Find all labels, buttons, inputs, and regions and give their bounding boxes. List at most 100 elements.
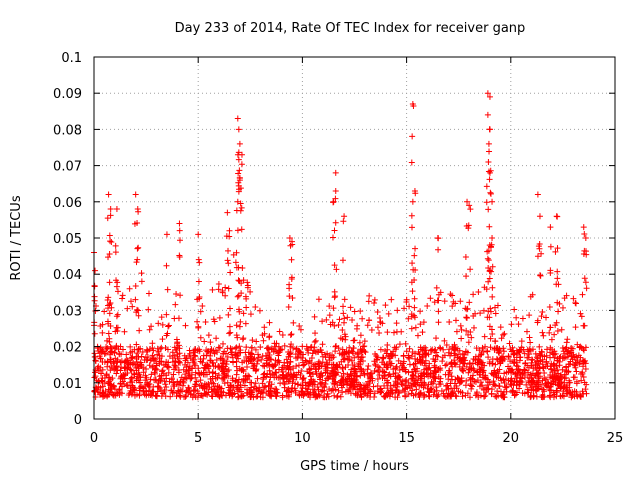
- data-point: [242, 373, 249, 380]
- data-point: [163, 311, 170, 318]
- data-point: [451, 352, 458, 359]
- data-point: [563, 344, 570, 351]
- data-point: [221, 372, 228, 379]
- data-point: [286, 285, 293, 292]
- data-point: [417, 308, 424, 315]
- data-point: [408, 390, 415, 397]
- data-point: [114, 311, 121, 318]
- data-point: [408, 279, 415, 286]
- data-point: [382, 302, 389, 309]
- data-point: [173, 381, 180, 388]
- data-point: [490, 378, 497, 385]
- data-point: [376, 364, 383, 371]
- data-point: [523, 328, 530, 335]
- data-point: [521, 390, 528, 397]
- data-point: [472, 379, 479, 386]
- data-point: [324, 360, 331, 367]
- data-point: [418, 382, 425, 389]
- data-point: [98, 377, 105, 384]
- data-point: [506, 340, 513, 347]
- data-point: [539, 386, 546, 393]
- data-point: [516, 354, 523, 361]
- data-point: [145, 306, 152, 313]
- data-point: [185, 373, 192, 380]
- data-point: [317, 360, 324, 367]
- data-point: [172, 358, 179, 365]
- data-point: [491, 304, 498, 311]
- data-point: [298, 354, 305, 361]
- data-point: [449, 303, 456, 310]
- data-point: [235, 156, 242, 163]
- data-point: [265, 344, 272, 351]
- data-point: [105, 294, 112, 301]
- data-point: [195, 365, 202, 372]
- data-point: [441, 298, 448, 305]
- data-point: [174, 340, 181, 347]
- data-point: [197, 308, 204, 315]
- data-point: [135, 363, 142, 370]
- data-point: [435, 297, 442, 304]
- data-point: [191, 347, 198, 354]
- data-point: [131, 387, 138, 394]
- data-point: [164, 286, 171, 293]
- data-point: [417, 375, 424, 382]
- data-point: [359, 315, 366, 322]
- data-point: [383, 379, 390, 386]
- data-point: [92, 267, 99, 274]
- data-point: [247, 288, 254, 295]
- data-point: [158, 314, 165, 321]
- y-tick-label: 0.09: [53, 87, 82, 102]
- data-point: [250, 394, 257, 401]
- data-point: [449, 343, 456, 350]
- data-point: [544, 383, 551, 390]
- data-point: [190, 356, 197, 363]
- data-point: [486, 148, 493, 155]
- data-point: [293, 363, 300, 370]
- data-point: [148, 371, 155, 378]
- data-point: [414, 332, 421, 339]
- data-point: [225, 285, 232, 292]
- data-point: [340, 303, 347, 310]
- data-point: [216, 314, 223, 321]
- data-point: [339, 327, 346, 334]
- data-point: [484, 376, 491, 383]
- data-point: [501, 356, 508, 363]
- y-tick-label: 0.01: [53, 377, 82, 392]
- data-point: [91, 330, 98, 337]
- data-point: [146, 326, 153, 333]
- data-point: [240, 368, 247, 375]
- data-point: [417, 359, 424, 366]
- data-point: [99, 392, 106, 399]
- data-point: [231, 390, 238, 397]
- y-axis-ticks: 0 0.01 0.02 0.03 0.04 0.05 0.06 0.07 0.08 0.09 0.1: [53, 51, 615, 428]
- data-point: [559, 366, 566, 373]
- data-point: [264, 345, 271, 352]
- data-point: [209, 359, 216, 366]
- data-point: [412, 381, 419, 388]
- data-point: [480, 307, 487, 314]
- data-point: [234, 198, 241, 205]
- data-point: [492, 393, 499, 400]
- data-point: [484, 348, 491, 355]
- data-point: [303, 358, 310, 365]
- data-point: [236, 278, 243, 285]
- data-point: [336, 350, 343, 357]
- data-point: [233, 358, 240, 365]
- data-point: [559, 344, 566, 351]
- data-point: [275, 343, 282, 350]
- data-point: [408, 224, 415, 231]
- data-point: [212, 370, 219, 377]
- data-point: [159, 321, 166, 328]
- data-point: [412, 324, 419, 331]
- data-point: [293, 345, 300, 352]
- data-point: [476, 366, 483, 373]
- data-point: [547, 224, 554, 231]
- data-point: [279, 371, 286, 378]
- data-point: [579, 291, 586, 298]
- data-point: [411, 304, 418, 311]
- data-point: [314, 383, 321, 390]
- data-point: [248, 384, 255, 391]
- data-point: [374, 383, 381, 390]
- data-point: [357, 332, 364, 339]
